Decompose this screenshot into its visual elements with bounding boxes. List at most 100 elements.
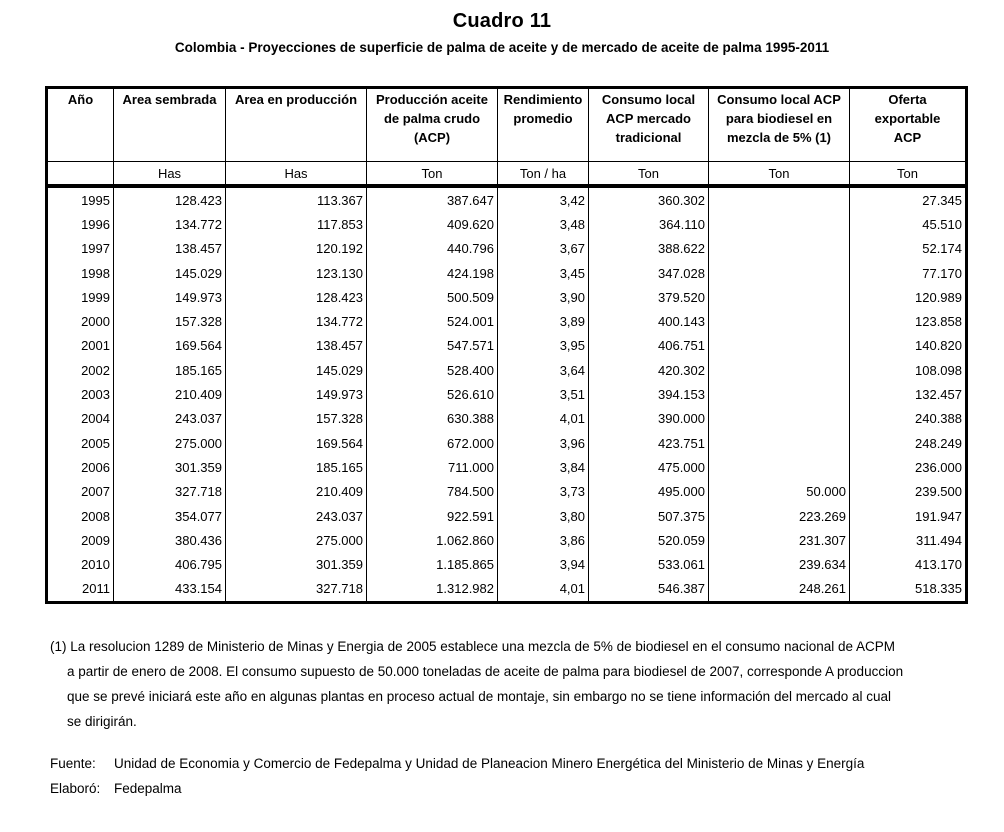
value-cell: 123.858 — [849, 309, 967, 334]
value-cell: 400.143 — [588, 309, 709, 334]
value-cell: 243.037 — [225, 503, 367, 529]
value-cell: 327.718 — [225, 576, 367, 603]
value-cell: 4,01 — [497, 406, 589, 431]
projections-table: Año Area sembrada Area en producción Pro… — [45, 86, 968, 605]
value-cell: 3,96 — [497, 430, 589, 456]
table-row: 2006 301.359 185.165 711.000 3,84 475.000 236.… — [46, 455, 967, 480]
table-row: 1995 128.423 113.367 387.647 3,42 360.302 27.3… — [46, 186, 967, 213]
value-cell: 364.110 — [588, 212, 709, 237]
table-row: 2002 185.165 145.029 528.400 3,64 420.302 108.… — [46, 358, 967, 383]
value-cell: 27.345 — [849, 186, 967, 213]
value-cell: 424.198 — [366, 260, 498, 286]
value-cell: 185.165 — [225, 455, 367, 480]
value-cell: 120.192 — [225, 236, 367, 261]
table-row: 1999 149.973 128.423 500.509 3,90 379.520 120.… — [46, 285, 967, 310]
column-header-ano: Año — [46, 87, 114, 162]
value-cell: 134.772 — [225, 309, 367, 334]
value-cell: 311.494 — [849, 528, 967, 553]
value-cell: 301.359 — [225, 552, 367, 577]
value-cell — [708, 430, 850, 456]
table-row: 2001 169.564 138.457 547.571 3,95 406.751 140.… — [46, 333, 967, 359]
table-row: 1998 145.029 123.130 424.198 3,45 347.028 77.1… — [46, 260, 967, 286]
value-cell: 3,80 — [497, 503, 589, 529]
value-cell: 3,45 — [497, 260, 589, 286]
value-cell: 45.510 — [849, 212, 967, 237]
value-cell: 275.000 — [225, 528, 367, 553]
footnote-line: a partir de enero de 2008. El consumo su… — [67, 664, 904, 679]
value-cell: 520.059 — [588, 528, 709, 553]
value-cell: 3,89 — [497, 309, 589, 334]
value-cell: 138.457 — [113, 236, 226, 261]
column-header-produccion-acp: Producción aceite de palma crudo (ACP) — [366, 87, 498, 162]
column-header-area-produccion: Area en producción — [225, 87, 367, 162]
value-cell: 533.061 — [588, 552, 709, 577]
value-cell: 3,90 — [497, 285, 589, 310]
year-cell: 1995 — [46, 186, 114, 213]
elaborated-text: Fedepalma — [114, 781, 182, 796]
table-row: 2011 433.154 327.718 1.312.982 4,01 546.387 24… — [46, 576, 967, 603]
value-cell: 420.302 — [588, 358, 709, 383]
value-cell: 1.312.982 — [366, 576, 498, 603]
value-cell: 390.000 — [588, 406, 709, 431]
value-cell: 128.423 — [113, 186, 226, 213]
value-cell: 3,51 — [497, 382, 589, 407]
footnote-line: (1) La resolucion 1289 de Ministerio de … — [50, 639, 896, 654]
year-cell: 2010 — [46, 552, 114, 577]
year-cell: 2003 — [46, 382, 114, 407]
table-row: 2009 380.436 275.000 1.062.860 3,86 520.059 23… — [46, 528, 967, 553]
value-cell: 50.000 — [708, 479, 850, 504]
unit-area-produccion: Has — [225, 161, 367, 188]
value-cell: 275.000 — [113, 430, 226, 456]
value-cell — [708, 455, 850, 480]
year-cell: 1996 — [46, 212, 114, 237]
value-cell — [708, 186, 850, 213]
year-cell: 2008 — [46, 503, 114, 529]
value-cell: 3,94 — [497, 552, 589, 577]
source-label: Fuente: — [50, 756, 96, 771]
value-cell: 440.796 — [366, 236, 498, 261]
value-cell: 526.610 — [366, 382, 498, 407]
value-cell: 149.973 — [113, 285, 226, 310]
year-cell: 2007 — [46, 479, 114, 504]
value-cell: 518.335 — [849, 576, 967, 603]
unit-produccion-acp: Ton — [366, 161, 498, 188]
value-cell: 547.571 — [366, 333, 498, 359]
unit-area-sembrada: Has — [113, 161, 226, 188]
value-cell: 134.772 — [113, 212, 226, 237]
table-row: 2005 275.000 169.564 672.000 3,96 423.751 248.… — [46, 430, 967, 456]
value-cell: 354.077 — [113, 503, 226, 529]
value-cell: 191.947 — [849, 503, 967, 529]
unit-consumo-biodiesel: Ton — [708, 161, 850, 188]
year-cell: 2005 — [46, 430, 114, 456]
value-cell: 433.154 — [113, 576, 226, 603]
column-header-consumo-tradicional: Consumo local ACP mercado tradicional — [588, 87, 709, 162]
value-cell — [708, 285, 850, 310]
value-cell: 149.973 — [225, 382, 367, 407]
value-cell: 210.409 — [113, 382, 226, 407]
column-header-area-sembrada: Area sembrada — [113, 87, 226, 162]
footnote-line: se dirigirán. — [67, 714, 137, 729]
value-cell — [708, 333, 850, 359]
value-cell: 524.001 — [366, 309, 498, 334]
value-cell: 475.000 — [588, 455, 709, 480]
source-text: Unidad de Economia y Comercio de Fedepal… — [114, 756, 865, 771]
table-units-row: Has Has Ton Ton / ha Ton Ton Ton — [46, 161, 967, 188]
footnote-line: que se prevé iniciará este año en alguna… — [67, 689, 892, 704]
value-cell: 169.564 — [225, 430, 367, 456]
value-cell: 239.634 — [708, 552, 850, 577]
year-cell: 1999 — [46, 285, 114, 310]
value-cell: 406.751 — [588, 333, 709, 359]
table-row: 2003 210.409 149.973 526.610 3,51 394.153 132.… — [46, 382, 967, 407]
value-cell: 327.718 — [113, 479, 226, 504]
value-cell — [708, 358, 850, 383]
unit-consumo-tradicional: Ton — [588, 161, 709, 188]
footnote-block: (1) La resolucion 1289 de Ministerio de … — [50, 634, 960, 734]
value-cell: 413.170 — [849, 552, 967, 577]
value-cell: 387.647 — [366, 186, 498, 213]
value-cell: 394.153 — [588, 382, 709, 407]
value-cell: 4,01 — [497, 576, 589, 603]
value-cell: 3,42 — [497, 186, 589, 213]
value-cell: 210.409 — [225, 479, 367, 504]
year-cell: 1997 — [46, 236, 114, 261]
value-cell — [708, 382, 850, 407]
